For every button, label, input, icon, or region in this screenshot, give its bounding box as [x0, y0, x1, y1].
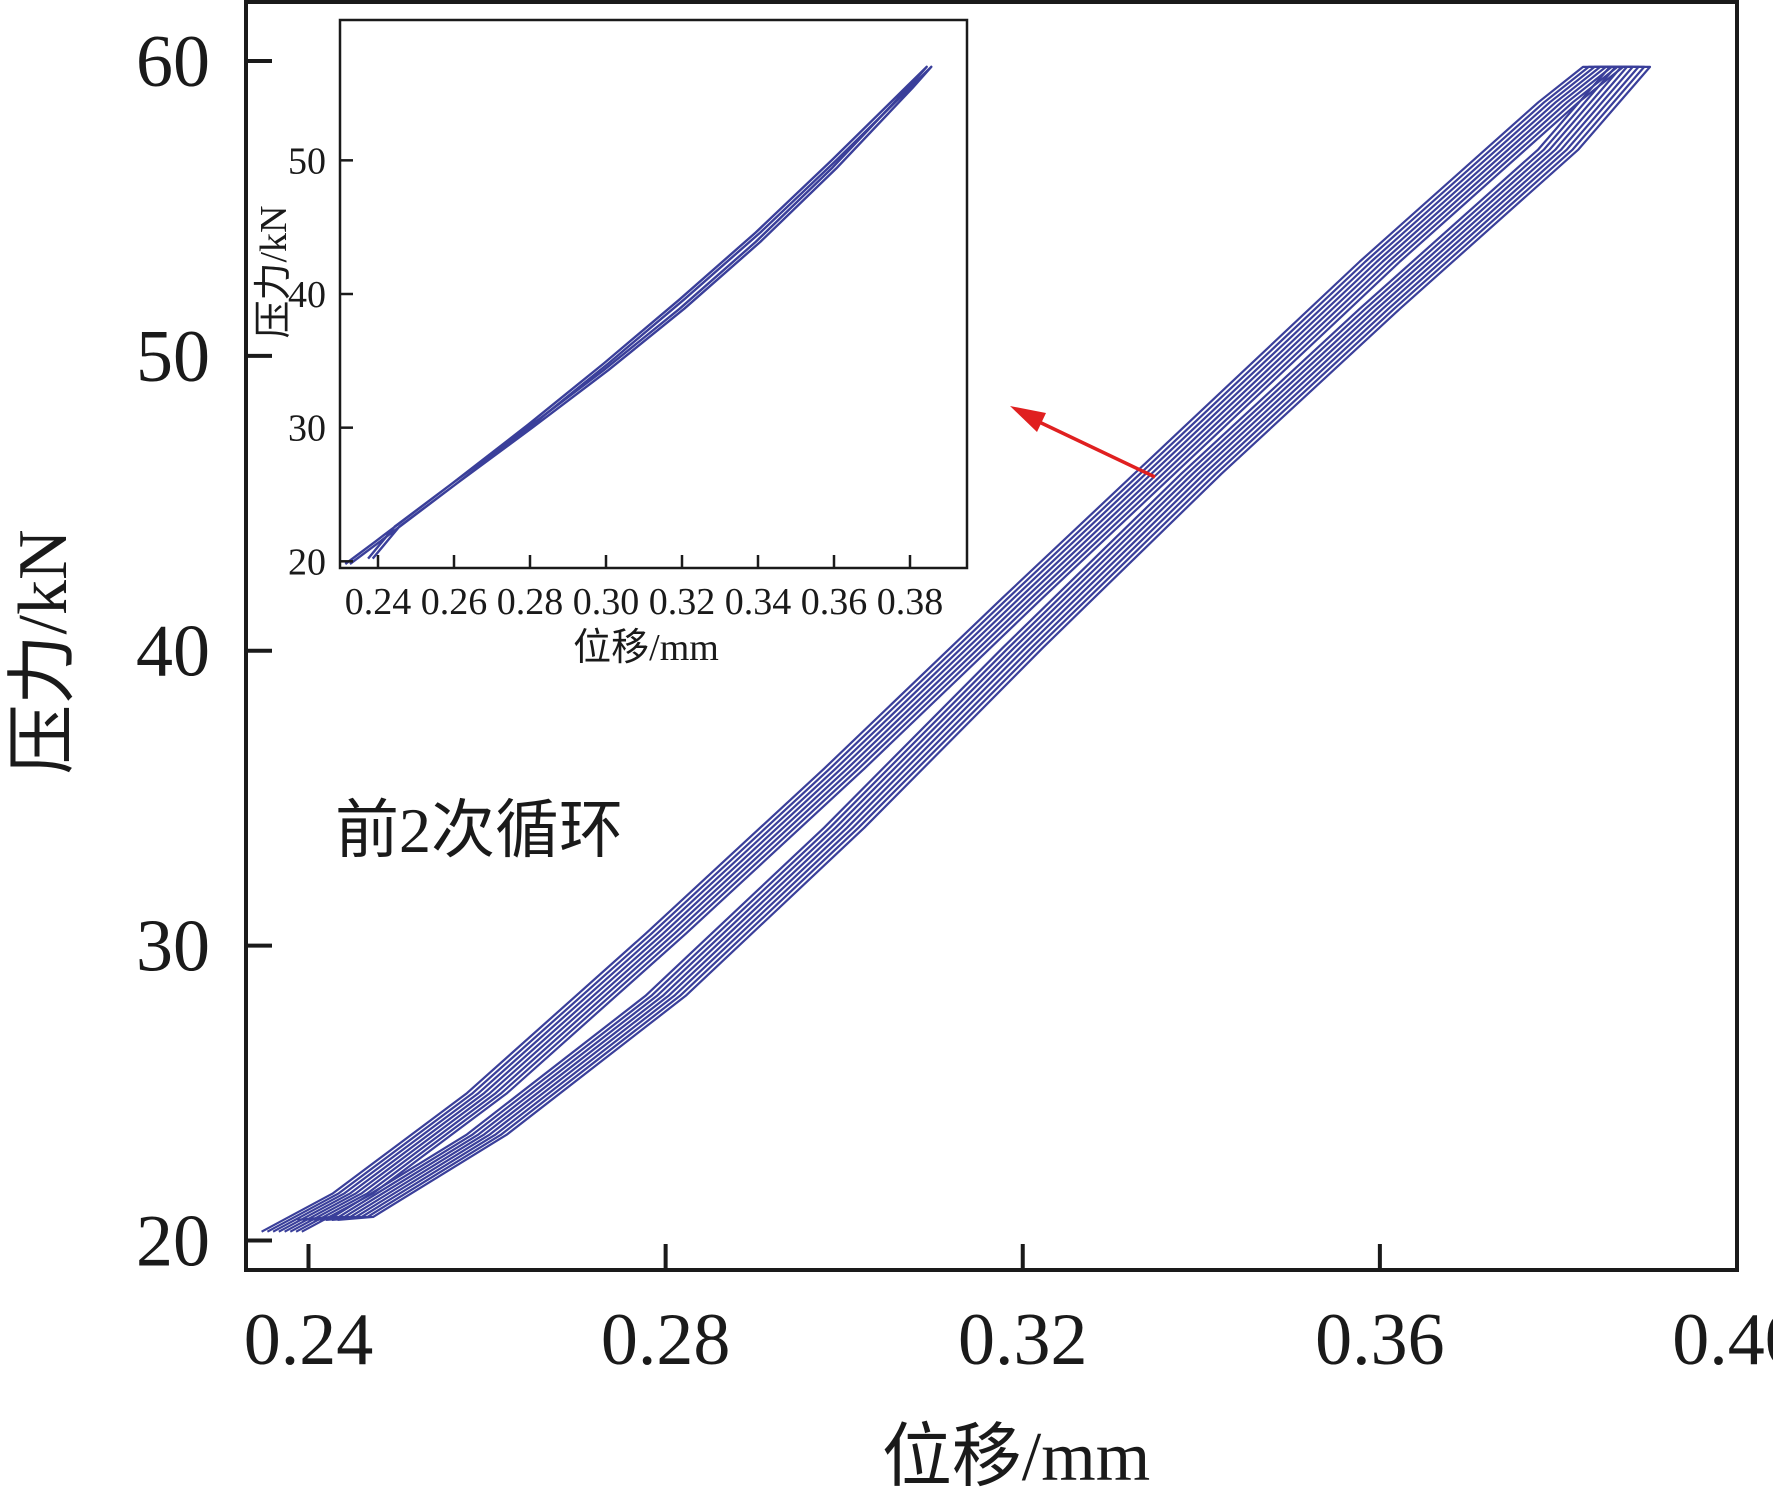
main-x-axis-label: 位移/mm [882, 1419, 1150, 1492]
main-plot-frame [244, 0, 1739, 1272]
inset-x-tick-label: 0.30 [573, 581, 640, 623]
inset-x-tick-label: 0.38 [877, 581, 944, 623]
main-axes-layer: 0.24 0.28 0.32 0.36 0.40 20 30 40 50 60 [136, 21, 1773, 1381]
main-y-tick-label: 40 [136, 611, 210, 693]
main-x-tick-label: 0.28 [601, 1299, 731, 1381]
main-plot: 0.24 0.28 0.32 0.36 0.40 20 30 40 50 60 位移/mm 压力/… [5, 0, 1773, 1492]
main-x-tick-label: 0.36 [1315, 1299, 1445, 1381]
inset-x-tick-label: 0.28 [497, 581, 564, 623]
main-y-axis-label: 压力/kN [5, 530, 82, 775]
main-y-tick-label: 30 [136, 906, 210, 988]
inset-axes-layer: 0.24 0.26 0.28 0.30 0.32 0.34 0.36 0.38 20 30 40 50 [288, 140, 943, 623]
main-x-tick-label: 0.32 [958, 1299, 1088, 1381]
inset-x-tick-label: 0.36 [801, 581, 868, 623]
main-y-tick-label: 20 [136, 1201, 210, 1283]
inset-y-tick-label: 50 [288, 140, 326, 182]
callout-arrow-line [1034, 418, 1156, 479]
main-series-layer [261, 65, 1652, 1233]
inset-y-tick-label: 20 [288, 541, 326, 583]
inset-x-tick-label: 0.32 [649, 581, 716, 623]
inset-y-axis-label: 压力/kN [253, 205, 295, 338]
main-x-tick-label: 0.24 [244, 1299, 374, 1381]
cycle-annotation: 前2次循环 [335, 795, 623, 866]
main-y-tick-label: 50 [136, 316, 210, 398]
inset-series-layer [344, 65, 933, 565]
inset-hysteresis-loop [349, 65, 933, 565]
callout-arrow [1010, 406, 1156, 479]
inset-plot-frame [338, 18, 969, 570]
main-x-tick-label: 0.40 [1672, 1299, 1773, 1381]
inset-x-tick-label: 0.34 [725, 581, 792, 623]
callout-arrow-head [1010, 406, 1046, 432]
inset-x-tick-label: 0.26 [421, 581, 488, 623]
inset-y-tick-label: 40 [288, 274, 326, 316]
inset-plot: 0.24 0.26 0.28 0.30 0.32 0.34 0.36 0.38 20 30 40 50… [253, 18, 969, 669]
main-hysteresis-loop [301, 65, 1652, 1233]
inset-y-tick-label: 30 [288, 408, 326, 450]
inset-x-tick-label: 0.24 [345, 581, 412, 623]
main-y-tick-label: 60 [136, 21, 210, 103]
inset-x-axis-label: 位移/mm [573, 627, 719, 669]
